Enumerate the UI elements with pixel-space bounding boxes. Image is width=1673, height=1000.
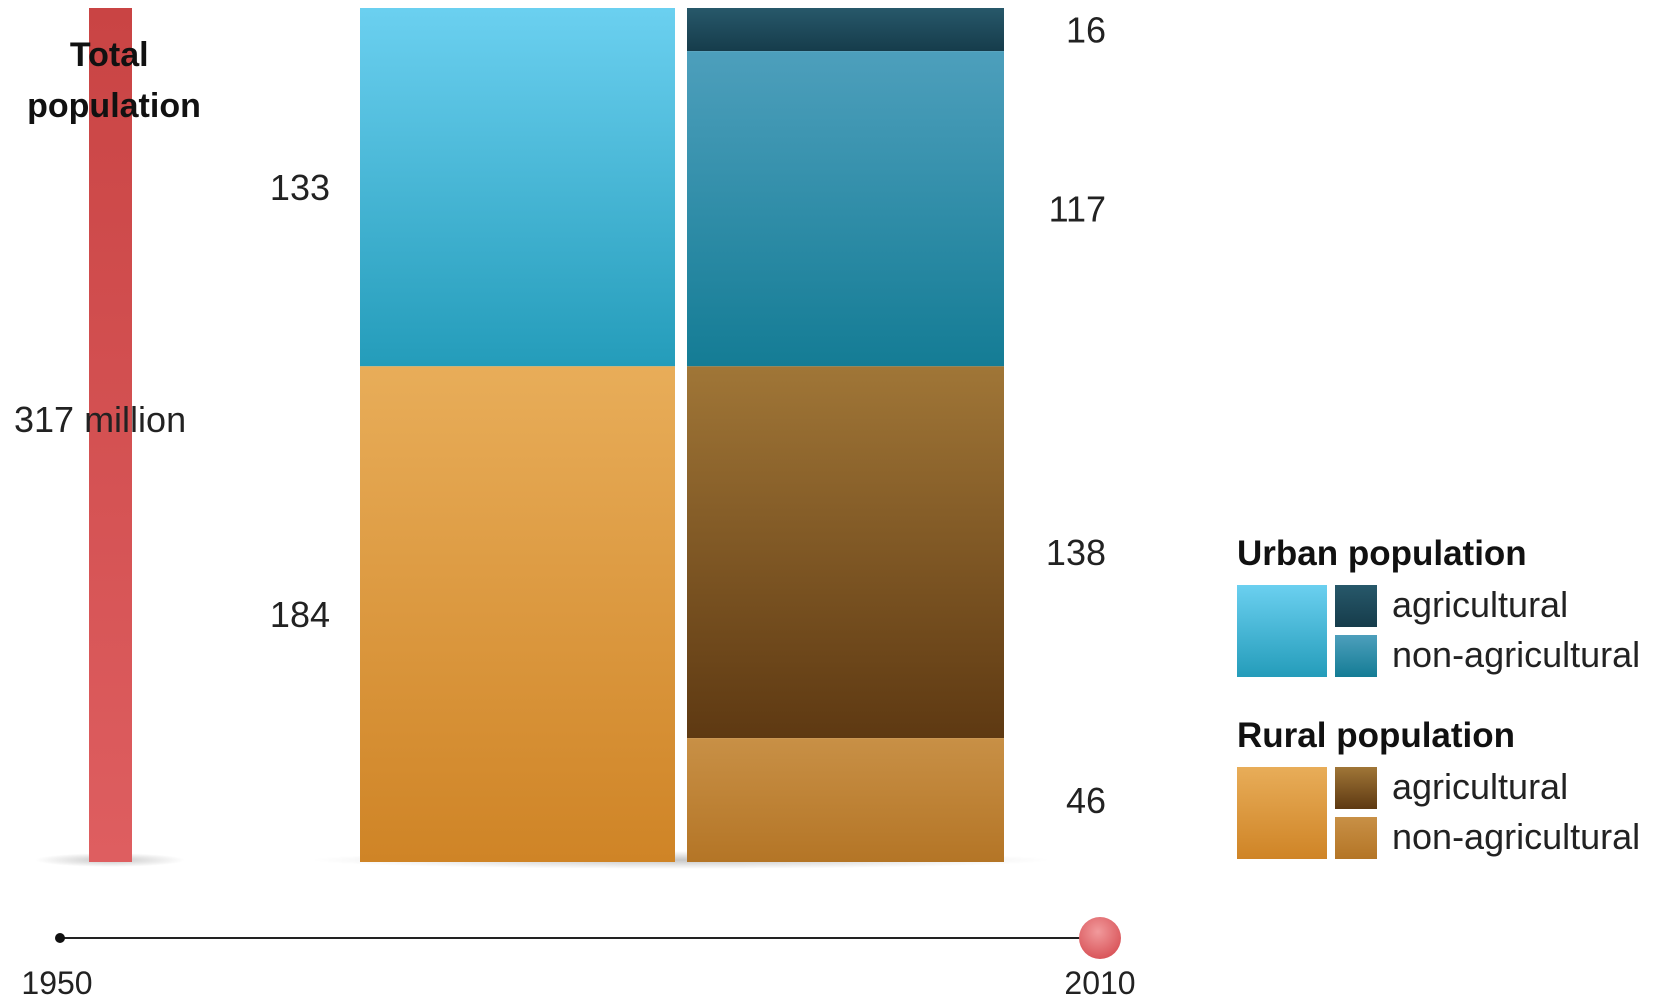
timeline-start-label: 1950 bbox=[21, 965, 92, 1000]
bar-2010-segment-urban-agricultural bbox=[687, 8, 1004, 52]
legend-label-rural-non-agricultural: non-agricultural bbox=[1392, 816, 1640, 857]
stacked-bars: 133 184 16 117 138 46 bbox=[270, 8, 1106, 862]
legend-swatch-rural-non-agricultural bbox=[1335, 817, 1377, 859]
legend: Urban population agricultural non-agricult… bbox=[1237, 534, 1640, 859]
bar-2010-segment-rural-non-agricultural bbox=[687, 738, 1004, 862]
legend-label-urban-agricultural: agricultural bbox=[1392, 584, 1568, 625]
data-label-1950-rural: 184 bbox=[270, 594, 330, 635]
total-population-value: 317 million bbox=[14, 399, 186, 440]
data-label-2010-rural-agricultural: 138 bbox=[1046, 532, 1106, 573]
legend-title-urban: Urban population bbox=[1237, 534, 1527, 573]
data-label-1950-urban: 133 bbox=[270, 167, 330, 208]
bar-2010-segment-rural-agricultural bbox=[687, 366, 1004, 739]
total-population-title: Total population bbox=[27, 36, 201, 125]
timeline-handle[interactable] bbox=[1079, 917, 1121, 959]
legend-swatch-urban-non-agricultural bbox=[1335, 635, 1377, 677]
data-label-2010-urban-agricultural: 16 bbox=[1066, 10, 1106, 51]
legend-swatch-urban-agricultural bbox=[1335, 585, 1377, 627]
bar-1950-segment-rural bbox=[360, 366, 675, 862]
timeline-start-dot[interactable] bbox=[55, 933, 65, 943]
legend-swatch-rural-agricultural bbox=[1335, 767, 1377, 809]
bar-2010-segment-urban-non-agricultural bbox=[687, 51, 1004, 367]
data-label-2010-urban-non-agricultural: 117 bbox=[1049, 189, 1106, 230]
bar-1950-segment-urban bbox=[360, 8, 675, 367]
total-population-bar bbox=[89, 8, 132, 862]
legend-swatch-rural bbox=[1237, 767, 1327, 859]
timeline-end-label: 2010 bbox=[1064, 965, 1135, 1000]
legend-label-rural-agricultural: agricultural bbox=[1392, 766, 1568, 807]
legend-title-rural: Rural population bbox=[1237, 716, 1515, 755]
data-label-2010-rural-non-agricultural: 46 bbox=[1066, 780, 1106, 821]
legend-label-urban-non-agricultural: non-agricultural bbox=[1392, 634, 1640, 675]
legend-swatch-urban bbox=[1237, 585, 1327, 677]
